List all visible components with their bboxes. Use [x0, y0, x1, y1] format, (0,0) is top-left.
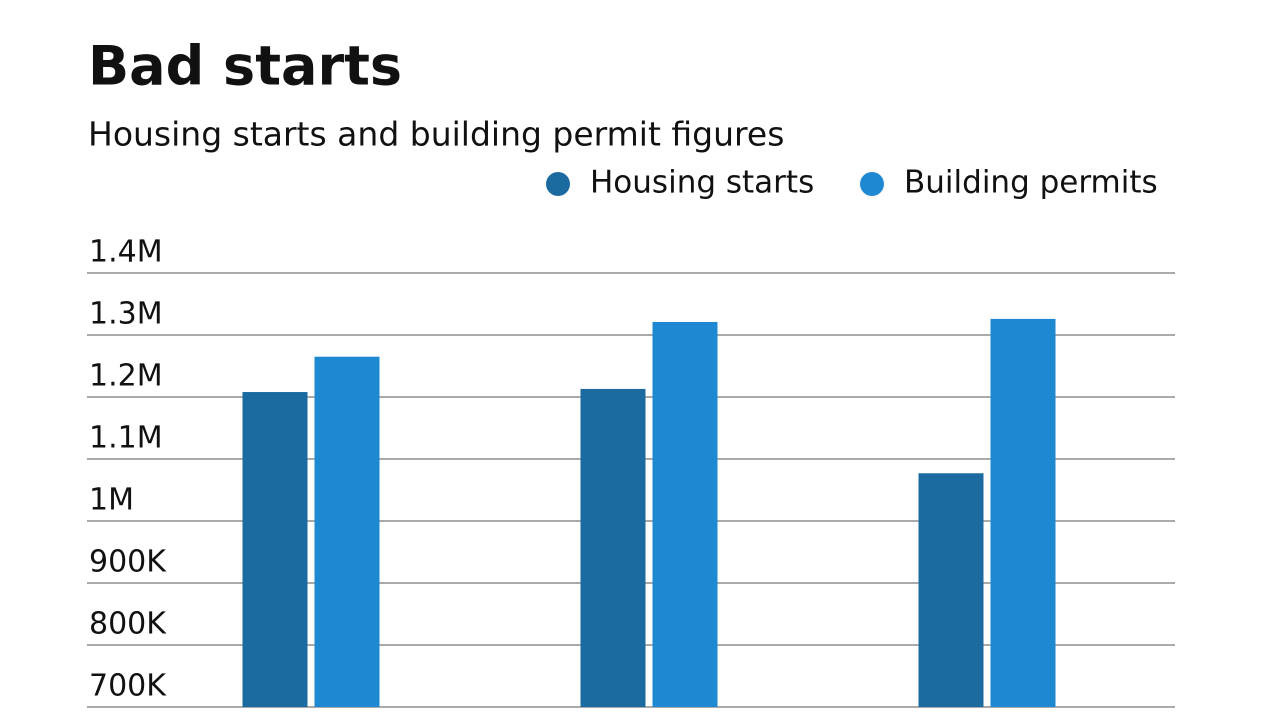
x-tick-label: Dec — [956, 715, 1018, 720]
bar — [918, 473, 984, 707]
y-tick-label: 900K — [89, 545, 167, 580]
chart-subtitle: Housing starts and building permit figur… — [88, 115, 784, 154]
bar — [314, 356, 380, 707]
bar — [242, 392, 308, 707]
legend-marker — [860, 172, 884, 196]
y-tick-label: 1.2M — [89, 359, 163, 394]
y-tick-label: 1.3M — [89, 297, 163, 332]
legend-label: Building permits — [904, 165, 1158, 201]
y-tick-label: 1.4M — [89, 235, 163, 270]
y-tick-label: 800K — [89, 607, 167, 642]
bar — [652, 321, 718, 707]
y-tick-label: 1M — [89, 483, 134, 518]
chart-title: Bad starts — [88, 35, 402, 98]
x-tick-label: Oct — [283, 715, 338, 720]
x-tick-label: Nov — [618, 715, 680, 720]
bar — [580, 388, 646, 707]
bar — [990, 318, 1056, 707]
y-tick-label: 700K — [89, 669, 167, 704]
legend-label: Housing starts — [590, 165, 814, 201]
legend-marker — [546, 172, 570, 196]
y-tick-label: 1.1M — [89, 421, 163, 456]
